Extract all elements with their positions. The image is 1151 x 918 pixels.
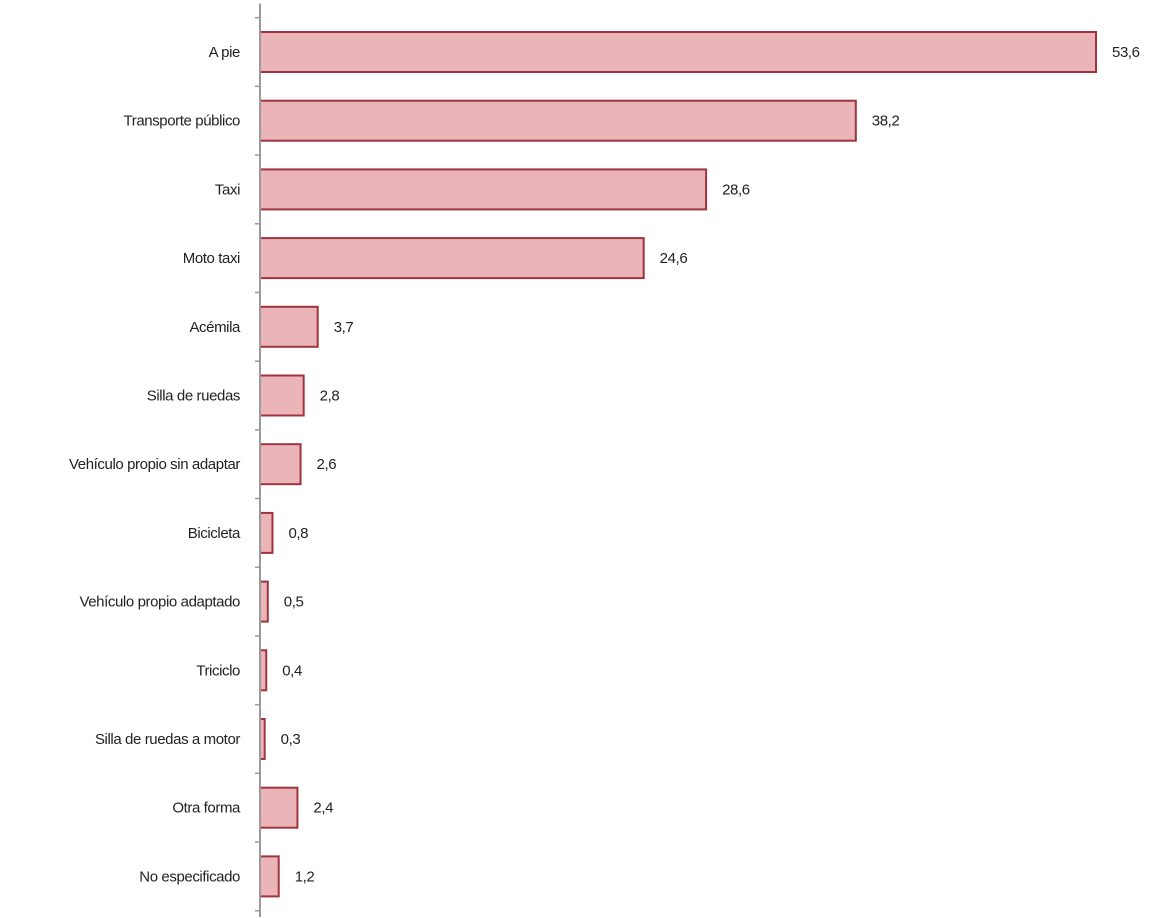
category-label: No especificado bbox=[139, 868, 240, 885]
category-label: Transporte público bbox=[124, 113, 241, 130]
bar bbox=[259, 168, 708, 211]
bar bbox=[259, 99, 857, 142]
value-label: 28,6 bbox=[722, 181, 750, 198]
value-labels: 53,6 38,2 28,6 24,6 3,7 2,8 2,6 0,8 0,5 0,4 0,3 2,4… bbox=[281, 44, 1140, 885]
bar bbox=[259, 855, 280, 898]
value-label: 3,7 bbox=[334, 319, 354, 336]
value-label: 0,4 bbox=[282, 662, 302, 679]
category-label: Taxi bbox=[215, 181, 240, 198]
category-label: Triciclo bbox=[196, 662, 240, 679]
category-axis bbox=[255, 3, 261, 917]
bar bbox=[259, 786, 299, 829]
value-label: 0,3 bbox=[281, 731, 301, 748]
value-label: 0,8 bbox=[288, 525, 308, 542]
value-label: 24,6 bbox=[660, 250, 688, 267]
category-label: Moto taxi bbox=[183, 250, 240, 267]
value-label: 2,4 bbox=[313, 800, 333, 817]
bars-layer bbox=[259, 31, 1097, 898]
value-label: 1,2 bbox=[295, 868, 315, 885]
category-label: Silla de ruedas a motor bbox=[95, 731, 240, 748]
bar bbox=[259, 580, 269, 623]
value-label: 2,6 bbox=[317, 456, 337, 473]
category-label: Silla de ruedas bbox=[147, 388, 240, 405]
value-label: 53,6 bbox=[1112, 44, 1140, 61]
category-label: Bicicleta bbox=[188, 525, 241, 542]
category-label: Acémila bbox=[189, 319, 241, 336]
bar bbox=[259, 443, 302, 486]
value-label: 0,5 bbox=[284, 594, 304, 611]
value-label: 38,2 bbox=[872, 113, 900, 130]
category-label: Vehículo propio adaptado bbox=[79, 594, 240, 611]
category-label: Vehículo propio sin adaptar bbox=[69, 456, 240, 473]
category-label: A pie bbox=[209, 44, 240, 61]
bar bbox=[259, 305, 319, 348]
category-label: Otra forma bbox=[172, 800, 241, 817]
bar bbox=[259, 511, 274, 554]
category-labels: A pie Transporte público Taxi Moto taxi Acém… bbox=[69, 44, 241, 885]
bar bbox=[259, 31, 1097, 73]
value-label: 2,8 bbox=[320, 388, 340, 405]
bar bbox=[259, 237, 645, 280]
bar bbox=[259, 374, 305, 417]
